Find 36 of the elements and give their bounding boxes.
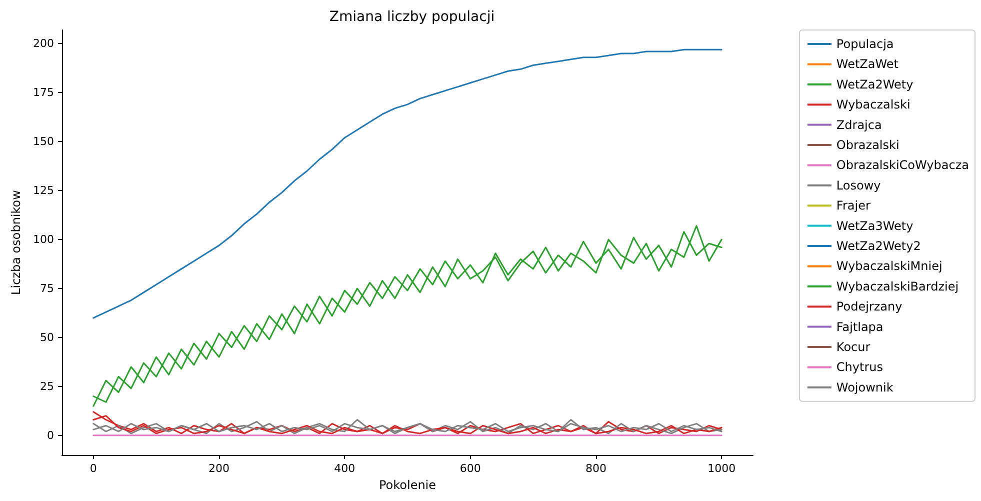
y-tick-label: 175: [33, 86, 54, 100]
x-tick-label: 800: [585, 462, 606, 475]
y-tick-label: 100: [33, 233, 54, 246]
legend-label: Frajer: [836, 198, 870, 213]
legend-label: Kocur: [836, 340, 870, 354]
x-axis-title: Pokolenie: [378, 478, 436, 492]
legend-label: Wojownik: [836, 380, 894, 394]
legend-label: Populacja: [836, 37, 894, 51]
y-tick-label: 25: [40, 380, 54, 393]
legend-label: WetZaWet: [836, 57, 899, 72]
legend-label: Wybaczalski: [836, 98, 910, 112]
legend-label: WetZa2Wety2: [836, 239, 921, 253]
legend-label: WybaczalskiMniej: [836, 259, 942, 274]
legend-label: Losowy: [836, 178, 881, 192]
legend-label: Obrazalski: [836, 138, 900, 152]
y-tick-label: 75: [40, 282, 54, 296]
legend-label: Chytrus: [836, 360, 884, 374]
legend-label: Zdrajca: [836, 118, 882, 132]
y-axis-title: Liczba osobnikow: [9, 190, 24, 295]
legend-label: WetZa2Wety: [836, 77, 914, 92]
y-tick-label: 0: [47, 428, 54, 442]
x-tick-label: 600: [460, 462, 481, 475]
y-tick-label: 150: [33, 135, 54, 148]
legend-label: ObrazalskiCoWybacza: [836, 158, 970, 172]
legend-label: WetZa3Wety: [836, 218, 914, 233]
y-tick-label: 200: [33, 37, 54, 50]
y-tick-label: 125: [33, 184, 54, 198]
x-tick-label: 0: [90, 462, 97, 475]
x-tick-label: 1000: [708, 462, 736, 475]
x-tick-label: 400: [334, 462, 356, 475]
legend-label: Fajtlapa: [836, 320, 884, 334]
legend-label: WybaczalskiBardziej: [836, 279, 959, 294]
legend-label: Podejrzany: [836, 300, 902, 314]
chart-title: Zmiana liczby populacji: [329, 9, 495, 25]
y-tick-label: 50: [40, 330, 54, 344]
x-tick-label: 200: [208, 462, 230, 475]
